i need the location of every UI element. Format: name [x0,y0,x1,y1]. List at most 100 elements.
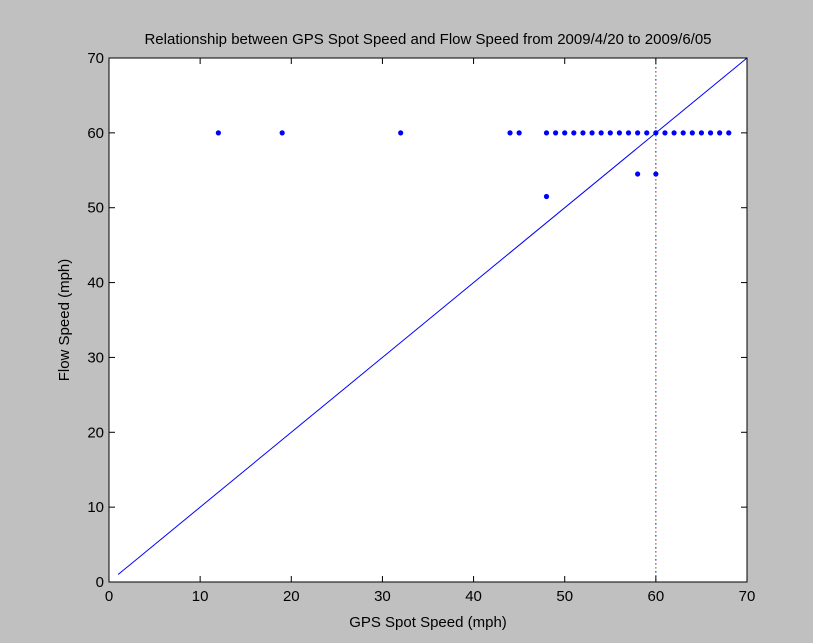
marker-dot [655,387,657,389]
data-point [707,130,714,136]
marker-dot [655,371,657,373]
data-point [215,130,221,136]
marker-dot [655,143,657,145]
marker-dot [655,499,657,501]
marker-dot [655,83,657,85]
marker-dot [655,515,657,517]
marker-dot [655,551,657,553]
marker-dot [655,283,657,285]
marker-dot [655,339,657,341]
marker-dot [655,343,657,345]
marker-dot [655,347,657,349]
marker-dot [655,151,657,153]
marker-dot [655,223,657,225]
marker-dot [655,503,657,505]
marker-dot [655,375,657,377]
marker-dot [655,279,657,281]
marker-dot [655,235,657,237]
marker-dot [655,231,657,233]
marker-dot [655,459,657,461]
marker-dot [655,307,657,309]
marker-dot [655,99,657,101]
chart-title: Relationship between GPS Spot Speed and … [144,31,711,48]
marker-dot [655,227,657,229]
x-tick-label: 70 [739,588,756,605]
marker-dot [655,191,657,193]
marker-dot [655,543,657,545]
data-point [598,130,604,136]
data-point [689,130,695,136]
y-tick-label: 30 [87,349,104,366]
marker-dot [655,243,657,245]
marker-dot [655,559,657,561]
marker-dot [655,299,657,301]
marker-dot [655,123,657,125]
marker-dot [655,555,657,557]
data-point [516,130,522,136]
marker-dot [655,275,657,277]
data-point [580,130,586,136]
marker-dot [655,427,657,429]
marker-dot [655,487,657,489]
marker-dot [655,215,657,217]
marker-dot [655,379,657,381]
axis-ticks: 0 10 20 30 40 50 60 70 0 10 20 30 40 50 60 70 [87,50,755,605]
marker-dot [655,159,657,161]
marker-dot [655,135,657,137]
marker-dot [655,527,657,529]
marker-dot [655,167,657,169]
marker-dot [655,415,657,417]
data-point [698,130,705,136]
marker-dot [655,95,657,97]
marker-dot [655,79,657,81]
marker-dot [655,75,657,77]
marker-dot [655,203,657,205]
data-point [680,130,686,136]
marker-dot [655,475,657,477]
data-point [671,130,677,136]
data-point [653,130,659,136]
y-tick-label: 10 [87,499,104,516]
data-point [717,130,723,136]
marker-dot [655,467,657,469]
marker-dot [655,199,657,201]
marker-dot [655,483,657,485]
marker-dot [655,211,657,213]
marker-dot [655,71,657,73]
data-point [553,130,559,136]
marker-dot [655,239,657,241]
marker-dot [655,535,657,537]
marker-dot [655,575,657,577]
marker-dot [655,519,657,521]
marker-dot [655,183,657,185]
marker-dot [655,511,657,513]
data-points [215,130,732,200]
data-point [644,130,650,136]
marker-dot [655,195,657,197]
marker-dot [655,263,657,265]
marker-dot [655,451,657,453]
marker-dot [655,271,657,273]
marker-dot [655,479,657,481]
marker-dot [655,523,657,525]
marker-dot [655,563,657,565]
marker-dot [655,547,657,549]
data-point [562,130,568,136]
marker-dot [655,447,657,449]
marker-dot [655,115,657,117]
marker-dot [655,571,657,573]
data-point [625,130,632,136]
marker-dot [655,367,657,369]
y-tick-label: 40 [87,275,104,292]
data-point [662,130,668,136]
marker-dot [655,407,657,409]
marker-dot [655,323,657,325]
marker-dot [655,419,657,421]
x-tick-label: 10 [192,588,209,605]
marker-dot [655,491,657,493]
marker-dot [655,291,657,293]
marker-dot [655,107,657,109]
y-tick-label: 0 [96,574,104,591]
marker-dot [655,331,657,333]
marker-dot [655,507,657,509]
